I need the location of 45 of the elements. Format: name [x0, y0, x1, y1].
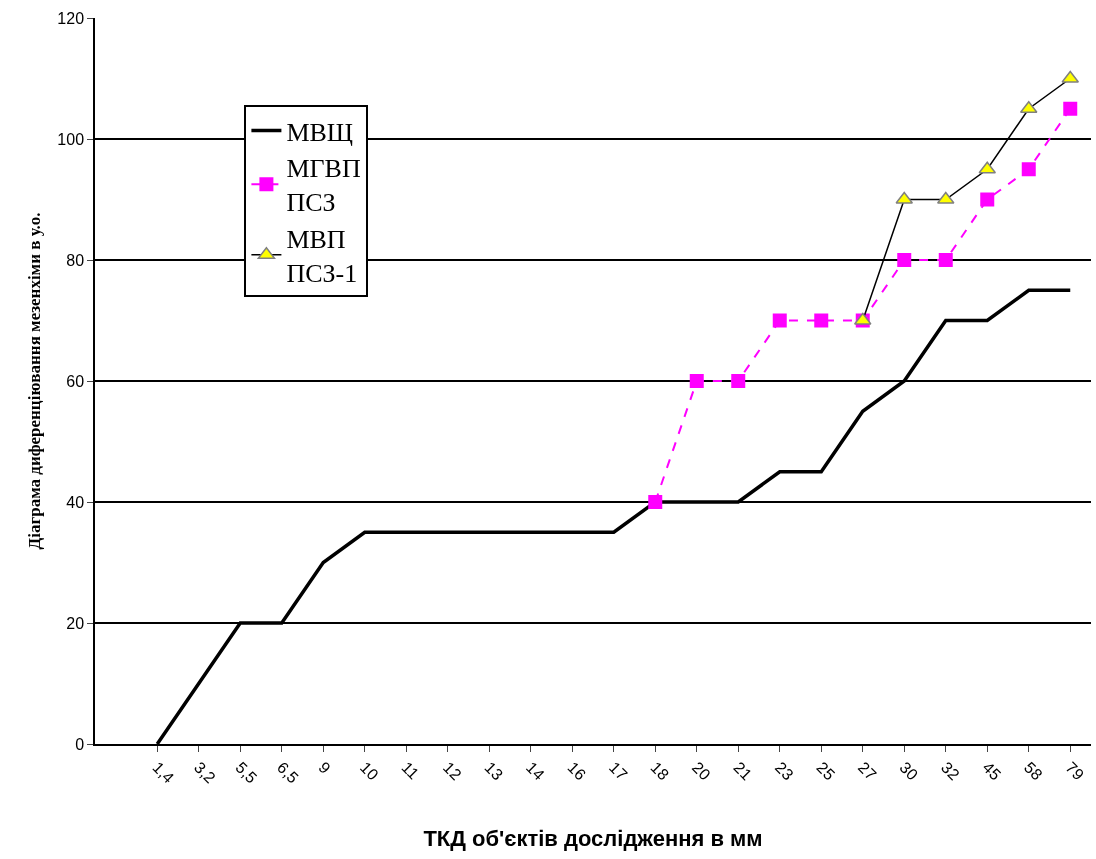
y-tick-label: 0: [75, 735, 85, 753]
y-tick-label: 20: [66, 614, 85, 632]
y-tick-label: 40: [66, 493, 85, 511]
x-tick-label: 20: [688, 758, 714, 784]
point: [772, 313, 787, 328]
x-tick-label: 21: [730, 758, 756, 784]
point: [731, 374, 746, 388]
legend-label: МВЩ: [286, 117, 354, 147]
x-tick-label: 45: [979, 758, 1005, 784]
x-tick-label: 11: [398, 758, 423, 783]
legend-label: МГВП ПСЗ: [286, 154, 361, 218]
y-tick-label: 120: [57, 9, 85, 27]
point: [1063, 101, 1078, 116]
y-tick-label: 60: [66, 372, 85, 390]
x-tick-label: 30: [896, 758, 922, 784]
x-tick-label: 58: [1020, 758, 1046, 784]
x-tick-label: 23: [771, 758, 797, 784]
point: [980, 192, 995, 207]
x-tick-label: 14: [522, 758, 548, 784]
x-tick-label: 5,5: [232, 758, 261, 787]
point: [689, 374, 704, 388]
legend-label: МВП ПСЗ-1: [286, 225, 358, 288]
x-tick-label: 12: [439, 758, 465, 784]
x-tick-label: 10: [356, 758, 382, 784]
point: [648, 495, 663, 509]
y-tick-label: 100: [57, 130, 85, 148]
x-tick-label: 3,2: [190, 758, 219, 787]
x-tick-label: 6,5: [273, 758, 302, 787]
x-tick-label: 32: [937, 758, 963, 784]
y-axis-title: Діаграма диференціювання мезенхіми в у.о.: [25, 212, 45, 550]
x-tick-label: 1,4: [149, 758, 178, 787]
x-tick-label: 16: [564, 758, 590, 784]
point: [897, 253, 912, 267]
point: [938, 253, 953, 267]
x-tick-label: 79: [1062, 758, 1088, 784]
point: [814, 313, 829, 328]
x-axis-title: ТКД об'єктів дослідження в мм: [423, 825, 763, 851]
x-tick-label: 17: [605, 758, 631, 784]
x-tick-label: 27: [854, 758, 880, 784]
x-tick-label: 9: [315, 758, 334, 778]
x-tick-label: 18: [647, 758, 673, 784]
x-tick-label: 25: [813, 758, 839, 784]
point: [1021, 162, 1036, 177]
x-tick-label: 13: [481, 758, 507, 784]
y-tick-label: 80: [66, 251, 85, 269]
